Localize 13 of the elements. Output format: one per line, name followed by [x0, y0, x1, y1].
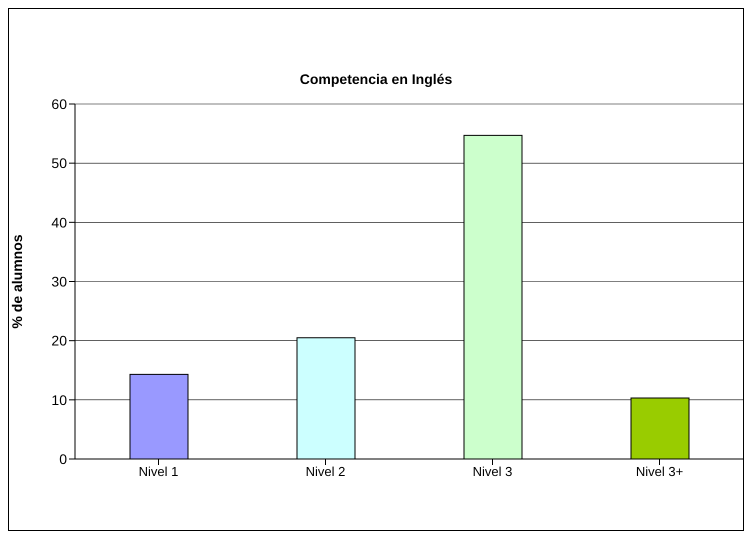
- y-tick-label: 20: [51, 332, 68, 349]
- y-tick-label: 40: [51, 214, 68, 230]
- x-tick-label: Nivel 3+: [636, 464, 684, 480]
- y-tick-label: 60: [51, 96, 68, 112]
- y-tick-label: 0: [59, 450, 68, 467]
- chart-title: Competencia en Inglés: [298, 71, 454, 87]
- y-axis-title: % de alumnos: [8, 234, 25, 329]
- x-tick-label: Nivel 1: [138, 464, 178, 480]
- y-tick-label: 10: [51, 392, 68, 408]
- x-tick-label: Nivel 2: [306, 464, 346, 480]
- x-tick-label: Nivel 3: [472, 464, 512, 480]
- y-tick-label: 30: [51, 273, 68, 290]
- y-tick-label: 50: [51, 155, 68, 172]
